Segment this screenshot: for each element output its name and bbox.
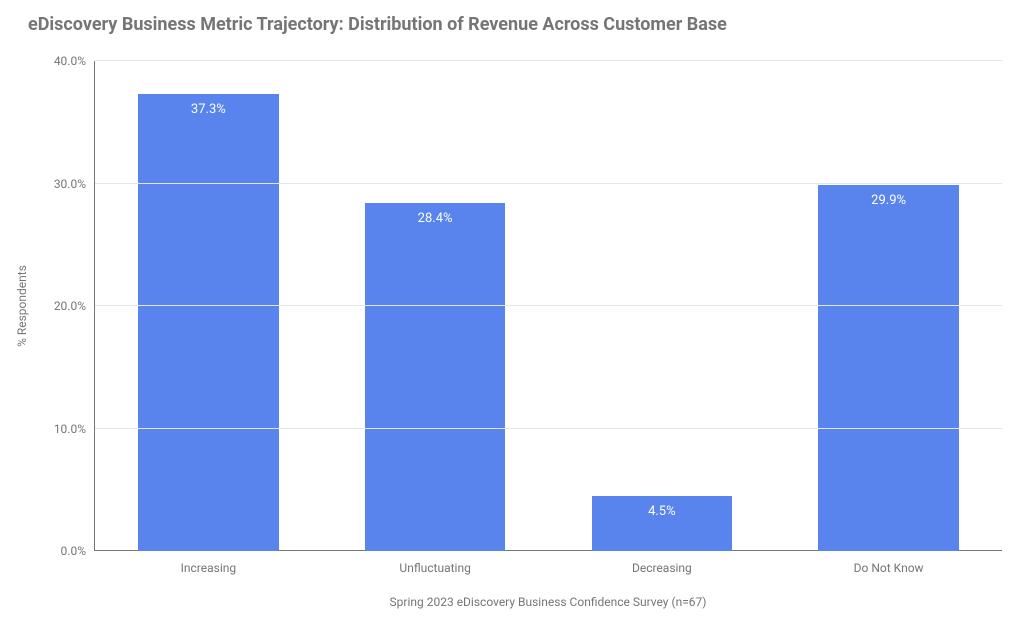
- y-axis-label-wrap: % Respondents: [22, 61, 44, 551]
- gridline: [95, 60, 1002, 61]
- bar-value-label: 29.9%: [871, 193, 906, 208]
- chart-container: eDiscovery Business Metric Trajectory: D…: [0, 0, 1024, 634]
- bars-group: 37.3% 28.4% 4.5% 29.9%: [95, 61, 1002, 551]
- y-tick-label: 40.0%: [54, 54, 86, 68]
- gridline: [95, 428, 1002, 429]
- y-tick-label: 20.0%: [54, 299, 86, 313]
- x-axis-labels: IncreasingUnfluctuatingDecreasingDo Not …: [95, 561, 1002, 575]
- y-tick-label: 10.0%: [54, 422, 86, 436]
- y-tick-label: 0.0%: [61, 544, 86, 558]
- y-tick-label: 30.0%: [54, 177, 86, 191]
- x-axis-caption: Spring 2023 eDiscovery Business Confiden…: [94, 595, 1002, 609]
- bar-value-label: 37.3%: [191, 102, 226, 117]
- x-tick-label: Unfluctuating: [322, 561, 549, 575]
- bar: 29.9%: [818, 185, 959, 551]
- x-tick-label: Increasing: [95, 561, 322, 575]
- y-axis-ticks: 0.0%10.0%20.0%30.0%40.0%: [44, 61, 94, 551]
- plot-area: 37.3%28.4%4.5%29.9% IncreasingUnfluctuat…: [94, 61, 1002, 551]
- bar: 37.3%: [138, 94, 279, 551]
- bar-slot: 28.4%: [322, 61, 549, 551]
- bar: 28.4%: [365, 203, 506, 551]
- bar-value-label: 4.5%: [648, 504, 676, 519]
- gridline: [95, 305, 1002, 306]
- y-axis-label: % Respondents: [15, 265, 29, 347]
- x-tick-label: Decreasing: [549, 561, 776, 575]
- bar-slot: 4.5%: [549, 61, 776, 551]
- chart-title: eDiscovery Business Metric Trajectory: D…: [28, 14, 1002, 35]
- bar-value-label: 28.4%: [418, 211, 453, 226]
- chart-body: % Respondents 0.0%10.0%20.0%30.0%40.0% 3…: [22, 61, 1002, 551]
- gridline: [95, 183, 1002, 184]
- bar-slot: 37.3%: [95, 61, 322, 551]
- x-tick-label: Do Not Know: [775, 561, 1002, 575]
- bar-slot: 29.9%: [775, 61, 1002, 551]
- bar: 4.5%: [592, 496, 733, 551]
